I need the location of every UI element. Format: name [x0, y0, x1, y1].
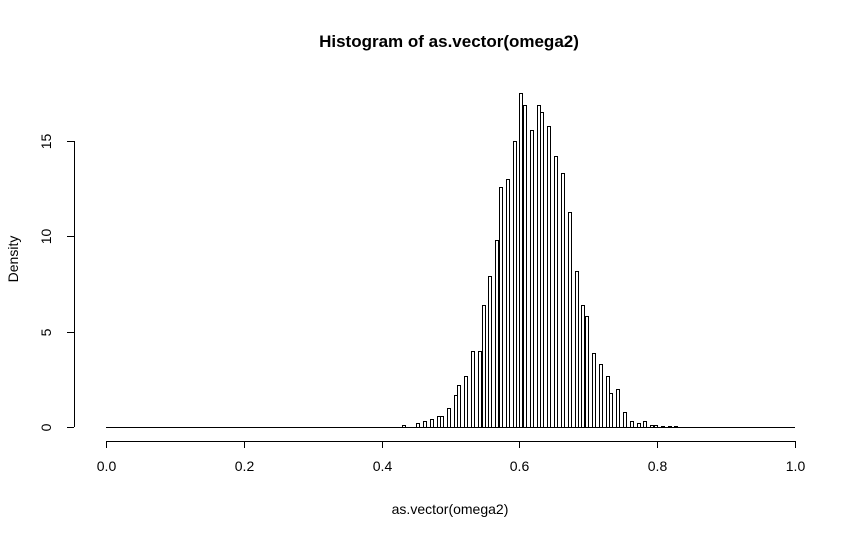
histogram-bar [585, 316, 589, 428]
x-axis-label: as.vector(omega2) [392, 501, 509, 517]
histogram-bar [661, 426, 665, 428]
histogram-bar [623, 412, 627, 428]
histogram-bar [478, 351, 482, 428]
histogram-bar [530, 130, 534, 428]
histogram-bar [499, 187, 503, 428]
y-tick-label: 15 [38, 134, 54, 150]
x-tick-label: 1.0 [786, 458, 806, 474]
x-tick-label: 0.4 [373, 458, 393, 474]
histogram-bar [643, 421, 647, 428]
x-axis: 0.0 0.2 0.4 0.6 0.8 1.0 [97, 441, 806, 474]
histogram-bar [482, 305, 486, 428]
histogram-bar [561, 173, 565, 428]
histogram-bar [523, 105, 527, 428]
histogram-bar [616, 389, 620, 428]
histogram-bar [554, 156, 558, 428]
histogram-bar [506, 179, 510, 428]
x-tick-label: 0.8 [648, 458, 668, 474]
histogram-bar [674, 426, 678, 428]
histogram-bar [513, 141, 517, 428]
y-axis: 0 5 10 15 [38, 134, 75, 431]
histogram-bar [668, 426, 672, 428]
histogram-bar [416, 423, 420, 428]
x-tick-label: 0.2 [235, 458, 255, 474]
histogram-bar [609, 393, 613, 428]
histogram-bar [447, 408, 451, 428]
histogram-bar [423, 421, 427, 428]
histogram-bar [430, 419, 434, 428]
y-tick-label: 0 [38, 423, 54, 431]
histogram-bar [568, 212, 572, 428]
histogram-bar [650, 425, 654, 428]
histogram-bar [575, 271, 579, 428]
histogram-bar [495, 240, 499, 428]
y-tick-label: 5 [38, 328, 54, 336]
histogram-bars [106, 93, 795, 428]
chart-title: Histogram of as.vector(omega2) [319, 32, 579, 51]
histogram-bar [464, 376, 468, 428]
histogram-bar [457, 385, 461, 428]
histogram-bar [592, 353, 596, 428]
histogram-bar [599, 364, 603, 428]
histogram-bar [581, 305, 585, 428]
histogram-bar [637, 423, 641, 428]
histogram-bar [654, 425, 658, 428]
x-tick-label: 0.6 [510, 458, 530, 474]
x-tick-label: 0.0 [97, 458, 117, 474]
histogram-bar [547, 126, 551, 428]
histogram-bar [630, 421, 634, 428]
y-tick-label: 10 [38, 229, 54, 245]
histogram-bar [519, 93, 523, 428]
y-axis-label: Density [5, 236, 21, 283]
histogram-bar [440, 416, 444, 428]
histogram-bar [402, 425, 406, 428]
histogram-bar [540, 112, 544, 428]
histogram-bar [471, 351, 475, 428]
histogram-bar [488, 276, 492, 428]
